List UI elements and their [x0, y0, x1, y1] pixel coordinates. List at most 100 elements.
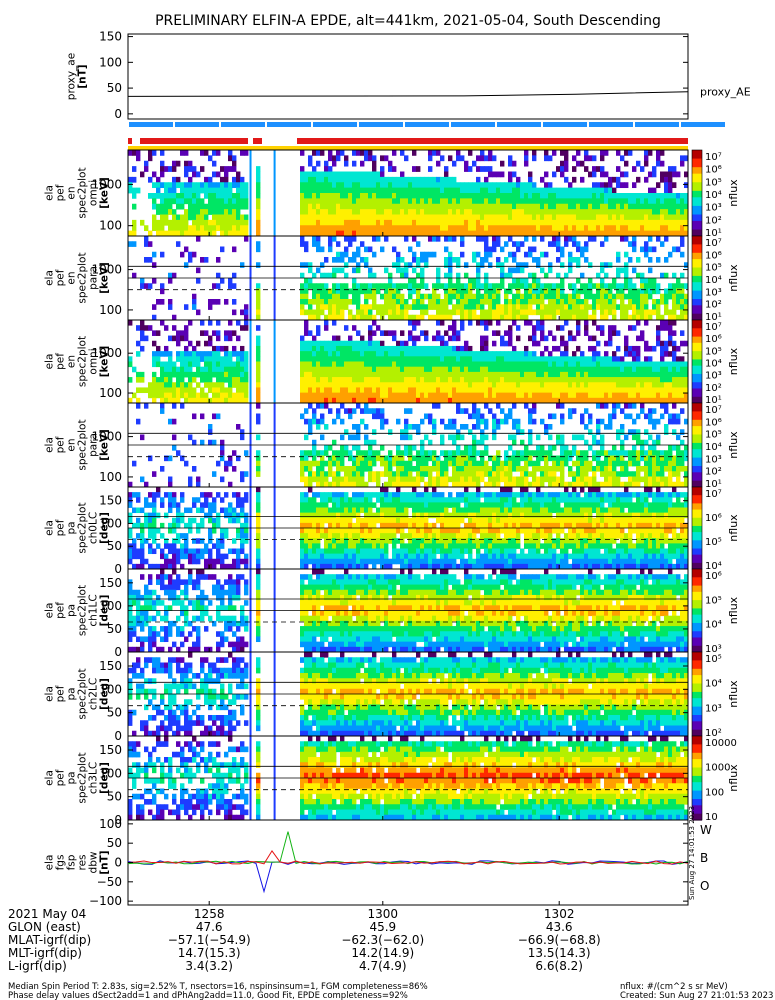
heatmap-cell [676, 293, 681, 300]
heatmap-cell [324, 219, 329, 226]
heatmap-cell [560, 262, 565, 268]
heatmap-cell [560, 304, 565, 310]
y-axis-label-line: para [88, 266, 100, 290]
heatmap-cell [196, 219, 201, 226]
heatmap-cell [392, 309, 397, 316]
heatmap-cell [456, 356, 461, 362]
y-axis-label-line: en [66, 271, 78, 284]
heatmap-cell [648, 236, 653, 242]
heatmap-cell [220, 361, 225, 368]
heatmap-cell [592, 320, 597, 326]
heatmap-cell [228, 193, 233, 199]
heatmap-cell [580, 187, 585, 194]
heatmap-cell [464, 481, 469, 488]
heatmap-cell [580, 272, 585, 279]
heatmap-cell [500, 262, 505, 268]
heatmap-cell [560, 481, 565, 488]
heatmap-cell [524, 209, 529, 215]
heatmap-cell [668, 314, 673, 321]
heatmap-cell [532, 278, 537, 284]
heatmap-cell [256, 225, 261, 232]
heatmap-cell [580, 203, 585, 210]
heatmap-cell [188, 166, 193, 172]
heatmap-cell [348, 377, 353, 383]
heatmap-cell [168, 361, 173, 368]
heatmap-cell [488, 320, 493, 326]
heatmap-cell [448, 335, 453, 342]
heatmap-cell [676, 345, 681, 352]
heatmap-cell [460, 230, 465, 237]
heatmap-cell [348, 176, 353, 183]
heatmap-cell [380, 198, 385, 205]
heatmap-cell [308, 356, 313, 362]
heatmap-cell [512, 320, 517, 326]
heatmap-cell [312, 293, 317, 300]
heatmap-cell [504, 340, 509, 347]
heatmap-cell [496, 230, 501, 237]
heatmap-cell [560, 356, 565, 362]
heatmap-cell [420, 176, 425, 183]
heatmap-cell [660, 320, 665, 326]
heatmap-cell [492, 236, 497, 242]
heatmap-cell [396, 471, 401, 477]
heatmap-cell [500, 272, 505, 279]
heatmap-cell [500, 408, 505, 414]
heatmap-cell [468, 356, 473, 362]
heatmap-cell [528, 272, 533, 279]
heatmap-cell [644, 340, 649, 347]
heatmap-cell [672, 166, 677, 172]
heatmap-cell [208, 299, 213, 305]
heatmap-cell [512, 392, 517, 399]
heatmap-cell [344, 176, 349, 183]
heatmap-cell [200, 397, 205, 404]
heatmap-cell [152, 219, 157, 226]
heatmap-cell [164, 377, 169, 383]
heatmap-cell [444, 193, 449, 199]
heatmap-cell [140, 325, 145, 331]
heatmap-cell [192, 166, 197, 172]
heatmap-cell [476, 267, 481, 274]
heatmap-cell [580, 176, 585, 183]
heatmap-cell [396, 219, 401, 226]
heatmap-cell [380, 209, 385, 215]
heatmap-cell [436, 283, 441, 289]
heatmap-cell [300, 176, 305, 183]
heatmap-cell [600, 230, 605, 237]
heatmap-cell [352, 314, 357, 321]
heatmap-cell [328, 272, 333, 279]
heatmap-cell [488, 304, 493, 310]
heatmap-cell [584, 288, 589, 295]
heatmap-cell [532, 418, 537, 425]
heatmap-cell [356, 251, 361, 258]
heatmap-cell [464, 424, 469, 430]
heatmap-cell [564, 356, 569, 362]
heatmap-cell [392, 345, 397, 352]
heatmap-cell [616, 198, 621, 205]
heatmap-cell [204, 225, 209, 232]
heatmap-cell [472, 351, 477, 357]
heatmap-cell [492, 230, 497, 237]
heatmap-cell [640, 299, 645, 305]
heatmap-cell [160, 283, 165, 289]
heatmap-cell [196, 214, 201, 221]
heatmap-cell [672, 230, 677, 237]
heatmap-cell [540, 371, 545, 378]
heatmap-cell [484, 345, 489, 352]
heatmap-cell [412, 150, 417, 156]
heatmap-cell [676, 387, 681, 394]
heatmap-cell [648, 214, 653, 221]
heatmap-cell [668, 187, 673, 194]
heatmap-cell [540, 330, 545, 336]
heatmap-cell [532, 356, 537, 362]
heatmap-cell [300, 377, 305, 383]
heatmap-cell [444, 397, 449, 404]
heatmap-cell [464, 345, 469, 352]
heatmap-cell [664, 382, 669, 388]
colorbar-tick-label: 10³ [705, 203, 722, 214]
heatmap-cell [560, 403, 565, 409]
heatmap-cell [312, 236, 317, 242]
heatmap-cell [616, 214, 621, 221]
heatmap-cell [380, 203, 385, 210]
heatmap-cell [320, 450, 325, 456]
heatmap-cell [656, 160, 661, 167]
